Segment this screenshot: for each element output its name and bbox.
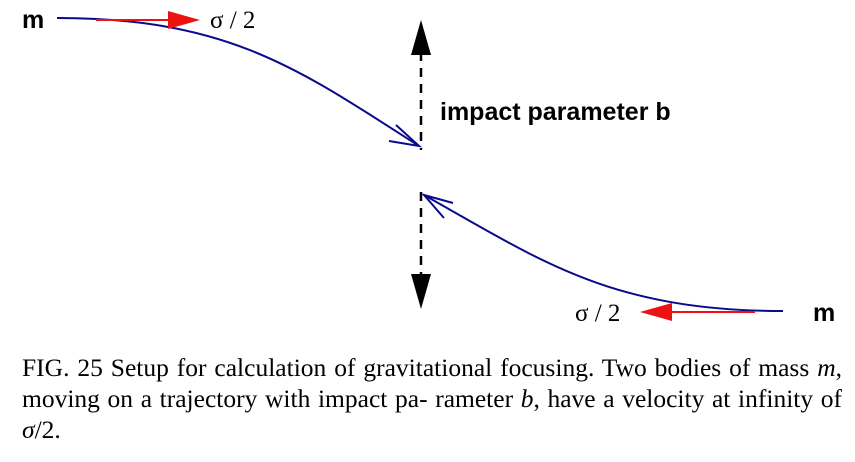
caption-text-3: , have a velocity at infinity of <box>533 384 842 413</box>
figure-caption: FIG. 25 Setup for calculation of gravita… <box>22 352 842 445</box>
caption-text-4: /2. <box>34 415 61 444</box>
impact-arrowhead-up-icon <box>411 20 431 55</box>
mass-label-left: m <box>22 6 44 34</box>
mass-label-right: m <box>813 299 835 327</box>
trajectory-upper-arrowhead-icon <box>388 124 423 148</box>
caption-var-sigma: σ <box>22 415 35 444</box>
trajectory-lower-arrowhead-icon <box>421 193 454 219</box>
trajectory-lower <box>423 194 784 312</box>
impact-arrowhead-down-icon <box>411 274 431 309</box>
impact-parameter-label: impact parameter b <box>440 98 671 126</box>
velocity-arrow-right-head-icon <box>640 303 672 321</box>
trajectory-upper <box>56 17 420 147</box>
caption-text-2: , moving on a trajectory with impact pa-… <box>22 353 842 413</box>
velocity-arrow-left-head-icon <box>168 11 200 29</box>
caption-var-b: b <box>520 384 534 413</box>
caption-text-1: FIG. 25 Setup for calculation of gravita… <box>22 353 818 382</box>
velocity-label-left: σ / 2 <box>210 7 255 34</box>
caption-var-m: m <box>817 353 836 382</box>
focusing-diagram: m m σ / 2 σ / 2 impact parameter b <box>22 6 835 327</box>
velocity-label-right: σ / 2 <box>575 300 620 327</box>
